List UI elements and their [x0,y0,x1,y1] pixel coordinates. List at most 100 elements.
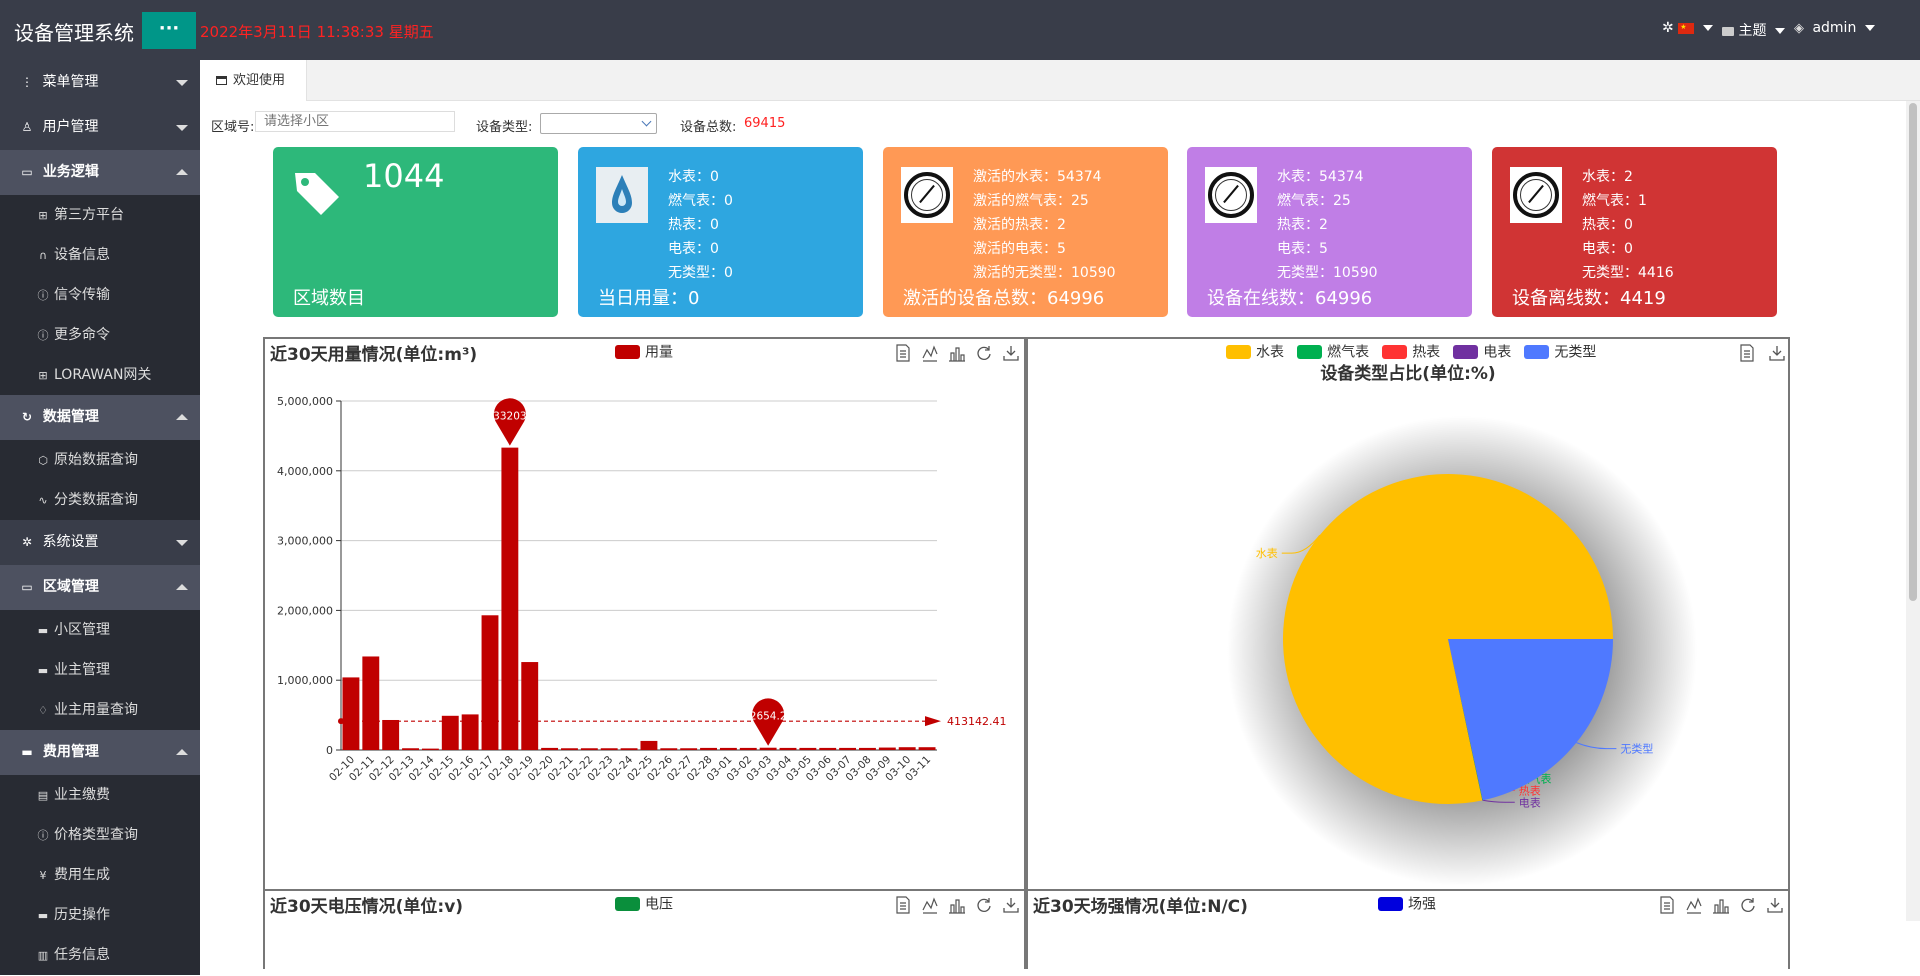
list-icon: ⋮ [21,75,33,89]
legend-item-untyped[interactable]: 无类型 [1524,341,1596,361]
download-icon[interactable] [1767,896,1783,914]
sidebar-item-label: 历史操作 [54,907,110,923]
sidebar-item-more-commands[interactable]: ⓘ 更多命令 [0,315,200,355]
card-daily-usage: 水表：0 燃气表：0 热表：0 电表：0 无类型：0 当日用量：0 [578,147,863,317]
card-region-count: 1044 区域数目 [273,147,558,317]
top-header: 设备管理系统 ··· 2022年3月11日 11:38:33 星期五 ✲ ★ 主… [0,0,1920,60]
theme-menu[interactable]: 主题 [1722,20,1785,40]
nav-group-region-management[interactable]: ▭ 区域管理 [0,565,200,610]
legend-item-water[interactable]: 水表 [1226,341,1284,361]
sidebar-item-price-types[interactable]: ⓘ 价格类型查询 [0,815,200,855]
nav-group-menu-management[interactable]: ⋮ 菜单管理 [0,60,200,105]
legend-swatch [1226,344,1251,359]
sidebar-item-owner-payment[interactable]: ▤ 业主缴费 [0,775,200,815]
chart-icon: ▥ [37,949,49,962]
bar-chart-icon[interactable] [1713,896,1729,914]
usage-legend[interactable]: 用量 [615,341,673,362]
online-total: 设备在线数：64996 [1207,284,1372,310]
bar [898,747,916,750]
gauge-icon [1205,167,1257,223]
bar [382,719,400,750]
mean-label: 413142.41 [947,715,1007,728]
data-view-icon[interactable] [895,896,911,914]
tab-welcome[interactable]: 欢迎使用 [200,60,307,101]
sidebar-item-history[interactable]: ▬ 历史操作 [0,895,200,935]
nav-group-business-logic[interactable]: ▭ 业务逻辑 [0,150,200,195]
settings-menu[interactable]: ✲ ★ [1662,20,1713,36]
caret-down-icon [1774,28,1785,34]
sidebar-item-owners[interactable]: ▬ 业主管理 [0,650,200,690]
data-view-icon[interactable] [895,344,911,362]
online-electric: 电表：5 [1277,241,1328,257]
region-input[interactable] [255,111,455,132]
tags-icon [295,173,339,215]
sidebar-item-raw-data[interactable]: ⬡ 原始数据查询 [0,440,200,480]
data-view-icon[interactable] [1739,344,1755,362]
page-scrollbar[interactable] [1906,101,1920,921]
nav-group-user-management[interactable]: ♙ 用户管理 [0,105,200,150]
menu-toggle-button[interactable]: ··· [142,12,196,49]
sidebar-item-classified-data[interactable]: ∿ 分类数据查询 [0,480,200,520]
restore-icon[interactable] [976,896,992,914]
sidebar-item-signaling[interactable]: ⓘ 信令传输 [0,275,200,315]
nav-group-system-settings[interactable]: ✲ 系统设置 [0,520,200,565]
online-untyped: 无类型：10590 [1277,265,1378,281]
restore-icon[interactable] [976,344,992,362]
download-icon[interactable] [1769,344,1785,362]
user-menu[interactable]: ◈ admin [1794,20,1875,36]
online-water: 水表：54374 [1277,169,1364,185]
chevron-up-icon [176,749,188,755]
legend-label: 燃气表 [1327,344,1370,361]
offline-total: 设备离线数：4419 [1512,284,1666,310]
download-icon[interactable] [1003,896,1019,914]
region-count-label: 区域数目 [293,288,365,309]
legend-label: 用量 [645,344,673,361]
sidebar-item-third-party[interactable]: ⊞ 第三方平台 [0,195,200,235]
line-chart-icon[interactable] [922,344,938,362]
sidebar-item-tasks[interactable]: ▥ 任务信息 [0,935,200,975]
line-chart-icon[interactable] [922,896,938,914]
y-tick-label: 4,000,000 [277,465,333,478]
bar [799,747,817,750]
nav-group-label: 菜单管理 [42,74,99,90]
sidebar-item-community[interactable]: ▬ 小区管理 [0,610,200,650]
bar-chart-icon[interactable] [949,896,965,914]
legend-item-electric[interactable]: 电表 [1453,341,1511,361]
line-chart-icon[interactable] [1686,896,1702,914]
nav-group-fee-management[interactable]: ▬ 费用管理 [0,730,200,775]
pie-leader-line [1576,742,1617,750]
sidebar-item-fee-generation[interactable]: ¥ 费用生成 [0,855,200,895]
voltage-legend[interactable]: 电压 [615,893,673,914]
info-circle-icon: ⓘ [37,829,49,842]
bar [561,748,578,750]
region-label: 区域号: [211,120,255,135]
bar-chart-icon[interactable] [949,344,965,362]
window-icon: ▭ [21,580,33,594]
restore-icon[interactable] [1740,896,1756,914]
bar [521,662,539,750]
username-label: admin [1812,20,1857,36]
daily-heat: 热表：0 [668,217,719,233]
daily-electric: 电表：0 [668,241,719,257]
bar [918,747,936,750]
y-tick-label: 2,000,000 [277,604,333,617]
device-type-select[interactable] [540,113,657,134]
pulse-icon: ∿ [38,494,48,507]
data-view-icon[interactable] [1659,896,1675,914]
field-strength-legend[interactable]: 场强 [1378,893,1436,914]
legend-item-heat[interactable]: 热表 [1382,341,1440,361]
download-icon[interactable] [1003,344,1019,362]
sidebar-item-lorawan-gateway[interactable]: ⊞ LORAWAN网关 [0,355,200,395]
sidebar-item-owner-usage[interactable]: ♢ 业主用量查询 [0,690,200,730]
total-devices-label: 设备总数: [680,120,737,135]
chevron-down-icon [176,125,188,131]
scrollbar-thumb[interactable] [1909,103,1917,601]
sidebar-item-device-info[interactable]: ∩ 设备信息 [0,235,200,275]
pie-slice [1448,639,1483,801]
gear-icon: ✲ [1662,20,1674,36]
nav-group-data-management[interactable]: ↻ 数据管理 [0,395,200,440]
legend-item-gas[interactable]: 燃气表 [1297,341,1370,361]
voltage-chart-panel: 近30天电压情况(单位:v) 电压 [263,889,1026,969]
refresh-icon: ↻ [21,410,33,424]
